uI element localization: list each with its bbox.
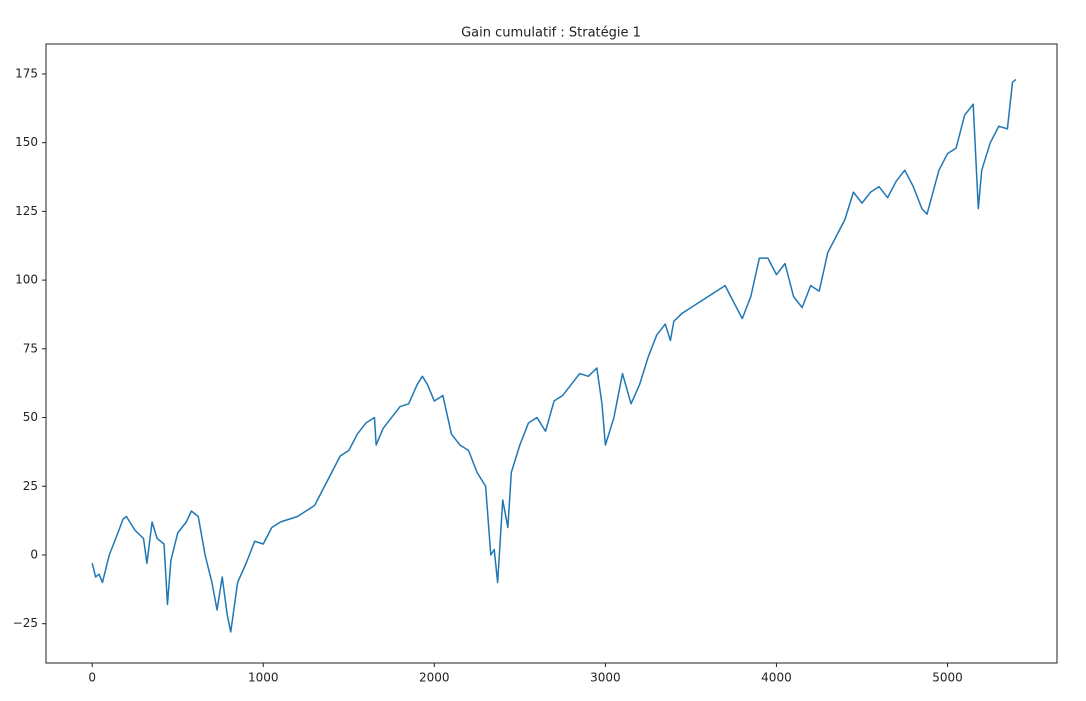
y-tick-label: 100	[15, 273, 38, 287]
y-tick-label: 175	[15, 66, 38, 80]
y-tick-label: 0	[30, 547, 38, 561]
chart-title: Gain cumulatif : Stratégie 1	[461, 26, 641, 41]
x-tick-label: 2000	[419, 671, 450, 685]
line-series	[91, 78, 1017, 633]
y-tick-label: 150	[15, 135, 38, 149]
x-tick-label: 1000	[248, 671, 279, 685]
y-tick-label: 50	[23, 410, 38, 424]
x-tick-label: 3000	[590, 671, 621, 685]
x-tick-label: 4000	[761, 671, 792, 685]
x-tick-label: 5000	[932, 671, 963, 685]
y-tick-label: 125	[15, 204, 38, 218]
x-tick-label: 0	[88, 671, 96, 685]
plot-frame	[45, 43, 1058, 664]
y-tick-label: 25	[23, 479, 38, 493]
y-tick-label: −25	[13, 616, 38, 630]
y-tick-label: 75	[23, 341, 38, 355]
